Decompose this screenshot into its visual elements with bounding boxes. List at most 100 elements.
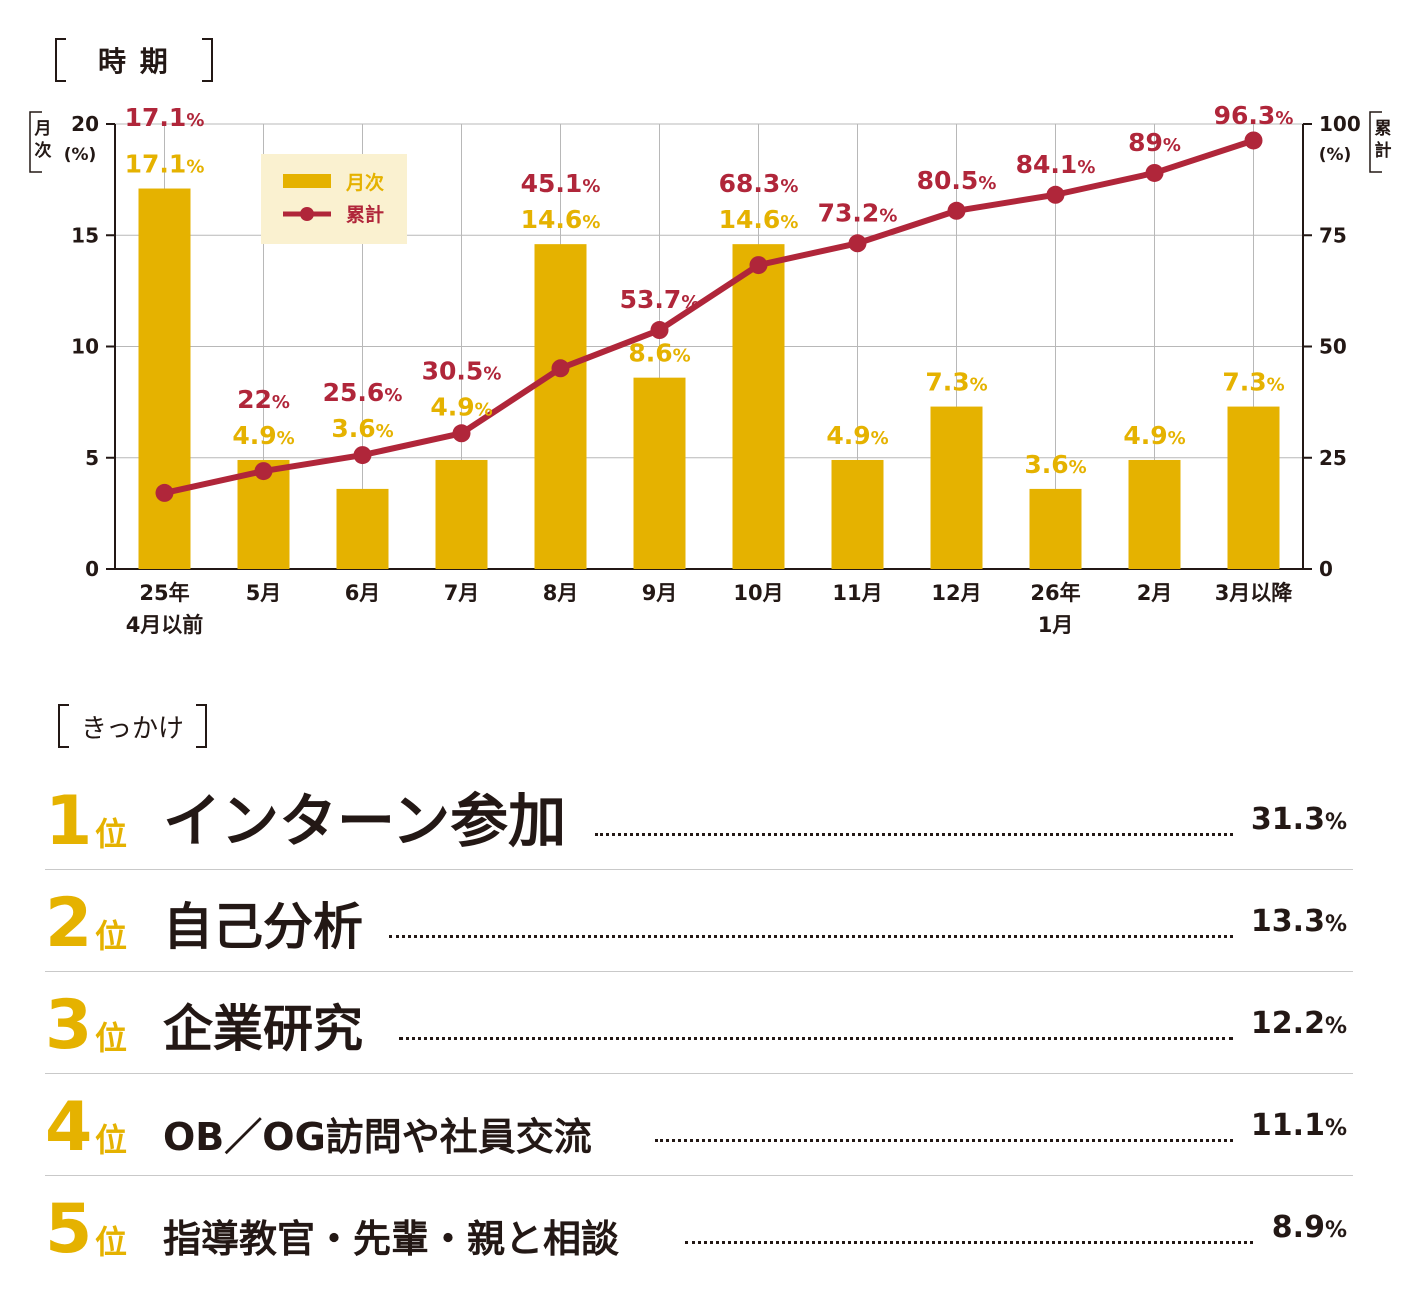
bar-monthly	[732, 244, 785, 569]
x-tick-label: 11月	[832, 581, 882, 605]
x-tick-label: 5月	[246, 581, 282, 605]
point-cumulative	[1145, 163, 1164, 182]
line-value-label: 89%	[1128, 128, 1181, 157]
line-value-label: 73.2%	[818, 198, 898, 227]
bar-value-label: 17.1%	[125, 150, 205, 179]
y-axis-title-right-bracket	[1369, 111, 1382, 173]
row-divider	[45, 1073, 1353, 1074]
x-tick-label: 6月	[345, 581, 381, 605]
line-cumulative	[163, 137, 1255, 496]
bar-value-label: 3.6%	[331, 414, 393, 443]
ranking-item: 5 位 指導教官・先輩・親と相談 8.9%	[45, 1176, 1353, 1278]
rank-number: 5	[45, 1190, 93, 1269]
rank-label: 指導教官・先輩・親と相談	[163, 1217, 620, 1261]
rank-number: 1	[45, 782, 93, 861]
bar-monthly	[1128, 459, 1181, 569]
rank-suffix: 位	[95, 1121, 128, 1159]
row-divider	[45, 869, 1353, 870]
bar-value-label: 14.6%	[719, 205, 799, 234]
leader-dots	[685, 1241, 1253, 1244]
legend-box	[261, 154, 407, 244]
x-tick-label: 9月	[642, 581, 678, 605]
y-tick-label-right: 100	[1319, 112, 1361, 136]
section-title-period-text: 時 期	[98, 45, 170, 78]
bar-monthly	[336, 488, 389, 569]
ranking-item: 3 位 企業研究 12.2%	[45, 972, 1353, 1074]
leader-dots	[389, 935, 1233, 938]
point-cumulative	[749, 256, 768, 275]
rank-value: 11.1%	[1250, 1108, 1347, 1143]
bar-value-label: 14.6%	[521, 205, 601, 234]
line-value-label: 45.1%	[521, 169, 601, 198]
bar-monthly	[930, 406, 983, 569]
y-tick-label-left: 15	[71, 223, 99, 247]
bar-monthly	[1029, 488, 1082, 569]
section-title-period: 時 期	[55, 38, 213, 82]
y-axis-title-left-bracket	[29, 111, 42, 173]
rank-number: 4	[45, 1088, 93, 1167]
y-tick-label-left: 5	[85, 446, 99, 470]
y-axis-title-right: 累	[1375, 119, 1392, 139]
point-cumulative	[551, 359, 570, 378]
x-tick-label: 1月	[1038, 613, 1074, 637]
bar-monthly	[435, 459, 488, 569]
y-axis-title-right: 計	[1375, 140, 1392, 161]
bar-value-label: 3.6%	[1024, 450, 1086, 479]
point-cumulative	[353, 446, 372, 465]
rank-number: 3	[45, 986, 93, 1065]
y-tick-label-left: 0	[85, 557, 99, 581]
line-value-label: 25.6%	[323, 378, 403, 407]
row-divider	[45, 971, 1353, 972]
x-tick-label: 8月	[543, 581, 579, 605]
section-title-trigger: きっかけ	[58, 704, 207, 748]
line-value-label: 84.1%	[1016, 150, 1096, 179]
y-axis-unit-right: (%)	[1319, 145, 1352, 165]
y-axis-title-left: 月	[34, 119, 52, 139]
line-value-label: 96.3%	[1214, 101, 1294, 130]
x-tick-label: 7月	[444, 581, 480, 605]
line-value-label: 30.5%	[422, 356, 502, 385]
bar-value-label: 4.9%	[1123, 421, 1185, 450]
legend-swatch-bar	[283, 174, 331, 188]
ranking-item: 1 位 インターン参加 31.3%	[45, 768, 1353, 870]
x-tick-label: 4月以前	[126, 613, 204, 637]
line-value-label: 53.7%	[620, 285, 700, 314]
rank-value: 13.3%	[1250, 904, 1347, 939]
y-axis-title-left: 次	[35, 140, 52, 161]
line-value-label: 80.5%	[917, 166, 997, 195]
section-title-trigger-text: きっかけ	[81, 713, 184, 744]
x-tick-label: 26年	[1030, 581, 1080, 605]
y-tick-label-right: 50	[1319, 335, 1347, 359]
x-tick-label: 12月	[931, 581, 981, 605]
point-cumulative	[1244, 131, 1263, 150]
bar-monthly	[1227, 406, 1280, 569]
legend-label-bar: 月次	[345, 171, 384, 194]
rank-label: 企業研究	[163, 1000, 363, 1058]
line-value-label: 22%	[237, 385, 290, 414]
rank-number: 2	[45, 884, 93, 963]
rank-label: OB／OG訪問や社員交流	[163, 1115, 592, 1159]
rank-suffix: 位	[95, 1019, 128, 1057]
y-tick-label-right: 75	[1319, 223, 1347, 247]
row-divider	[45, 1175, 1353, 1176]
point-cumulative	[254, 462, 273, 481]
rank-value: 31.3%	[1250, 802, 1347, 837]
x-tick-label: 2月	[1137, 581, 1173, 605]
rank-suffix: 位	[95, 1223, 128, 1261]
period-chart: 0 5 10 15 20 0 25 50 75 100 月次 (%) 累計 (%) 17.1% 4.9% 3.6…	[29, 101, 1392, 637]
leader-dots	[595, 833, 1233, 836]
y-tick-label-left: 20	[71, 112, 99, 136]
leader-dots	[655, 1139, 1233, 1142]
y-tick-label-right: 0	[1319, 557, 1333, 581]
bar-value-label: 4.9%	[826, 421, 888, 450]
line-value-label: 17.1%	[125, 103, 205, 132]
point-cumulative	[155, 483, 174, 502]
point-cumulative	[1046, 185, 1065, 204]
x-tick-label: 10月	[733, 581, 783, 605]
legend-label-line: 累計	[346, 203, 384, 226]
ranking-item: 2 位 自己分析 13.3%	[45, 870, 1353, 972]
bar-value-label: 4.9%	[232, 421, 294, 450]
leader-dots	[399, 1037, 1233, 1040]
bar-value-label: 4.9%	[430, 392, 492, 421]
rank-value: 8.9%	[1271, 1210, 1347, 1245]
